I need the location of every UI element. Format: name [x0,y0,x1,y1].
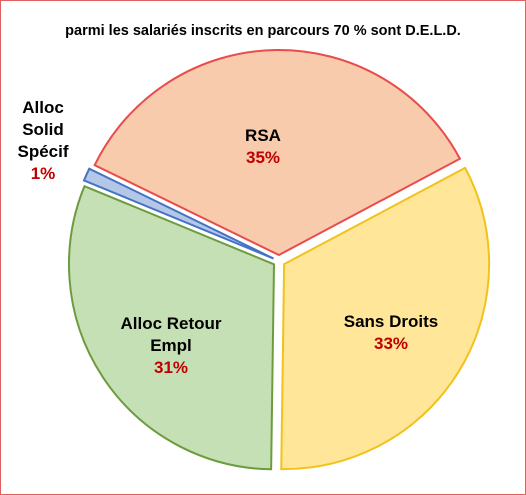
value-label: 35% [245,148,281,167]
value-label: 31% [153,358,189,377]
category-label: Alloc Retour Empl [120,314,222,355]
slice-label: Alloc Retour Empl 31% [111,313,231,379]
pie-slice [280,166,491,471]
chart-title: parmi les salariés inscrits en parcours … [65,23,461,39]
category-label: RSA [245,126,281,145]
category-label: Sans Droits [343,312,439,331]
pie-slice [93,49,462,257]
pie-slice [82,167,274,260]
value-label: 1% [30,164,56,183]
pie-slice [68,184,276,471]
value-label: 33% [373,334,409,353]
slice-label: Alloc Solid Spécif 1% [8,97,78,185]
slice-label: RSA 35% [203,125,323,169]
category-label: Alloc Solid Spécif [17,98,69,161]
slice-label: Sans Droits 33% [321,311,461,355]
